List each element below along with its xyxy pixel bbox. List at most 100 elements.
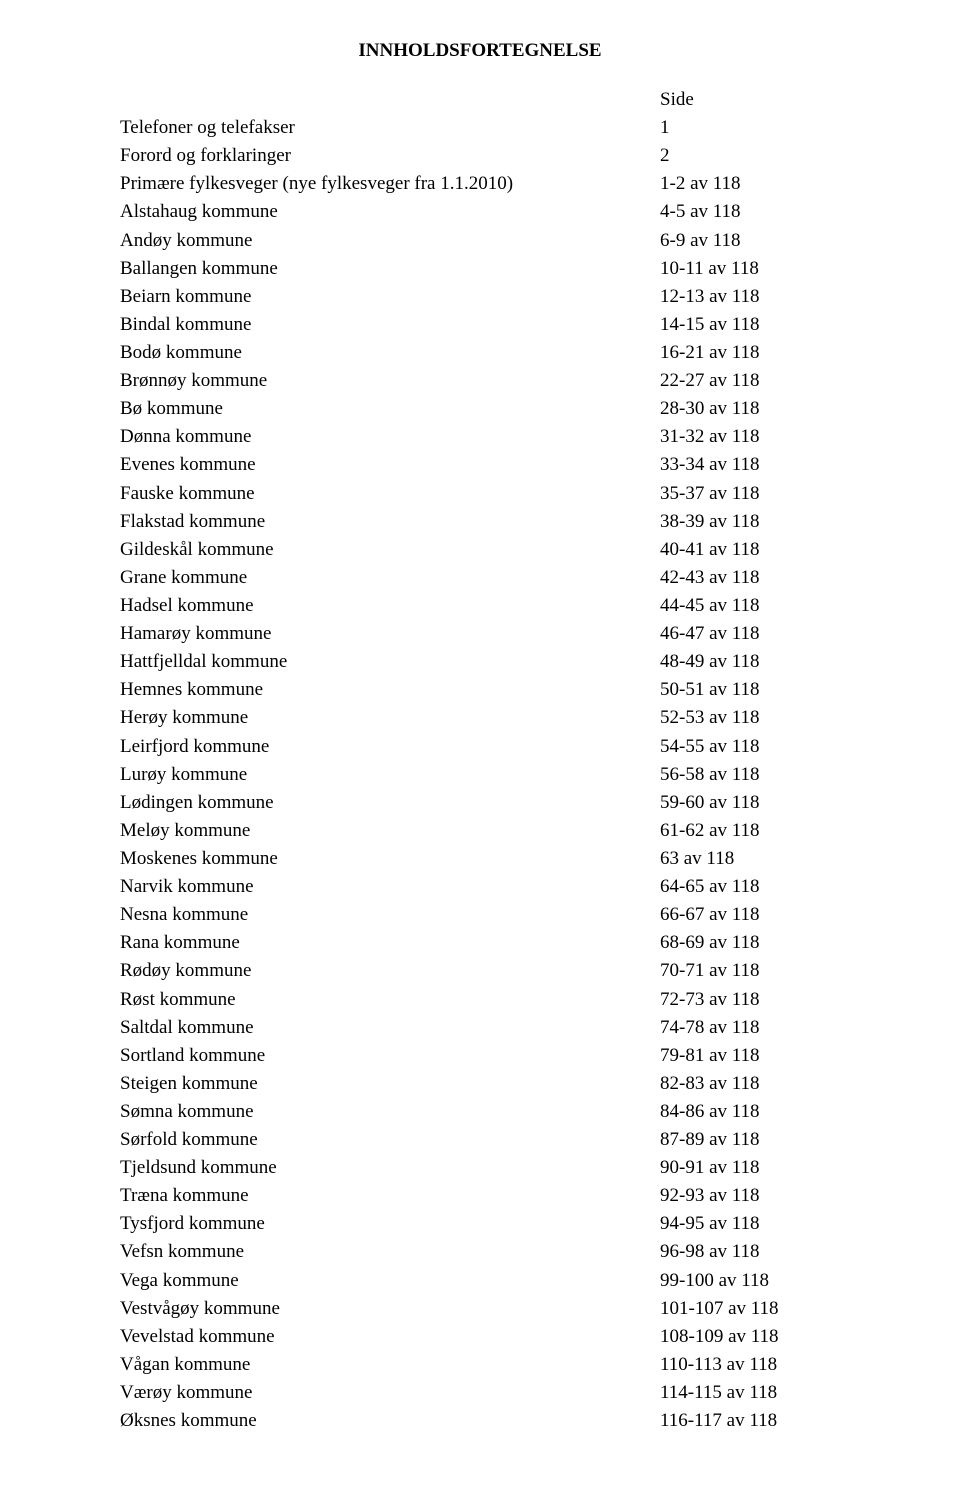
- toc-page: 114-115 av 118: [660, 1379, 840, 1407]
- toc-page: 82-83 av 118: [660, 1070, 840, 1098]
- toc-label: Narvik kommune: [120, 873, 660, 901]
- toc-row: Herøy kommune52-53 av 118: [120, 704, 840, 732]
- toc-page: 35-37 av 118: [660, 480, 840, 508]
- toc-label: Brønnøy kommune: [120, 367, 660, 395]
- toc-label: Bindal kommune: [120, 311, 660, 339]
- toc-label: Bodø kommune: [120, 339, 660, 367]
- toc-label: Leirfjord kommune: [120, 733, 660, 761]
- toc-label: Sømna kommune: [120, 1098, 660, 1126]
- toc-label: Hamarøy kommune: [120, 620, 660, 648]
- toc-page: 84-86 av 118: [660, 1098, 840, 1126]
- toc-label: Moskenes kommune: [120, 845, 660, 873]
- toc-label: Herøy kommune: [120, 704, 660, 732]
- toc-label: Vega kommune: [120, 1267, 660, 1295]
- toc-label: Saltdal kommune: [120, 1014, 660, 1042]
- toc-label: Hemnes kommune: [120, 676, 660, 704]
- toc-row: Vega kommune99-100 av 118: [120, 1267, 840, 1295]
- toc-page: 12-13 av 118: [660, 283, 840, 311]
- toc-label: Hadsel kommune: [120, 592, 660, 620]
- toc-page: 33-34 av 118: [660, 451, 840, 479]
- toc-page: 87-89 av 118: [660, 1126, 840, 1154]
- toc-label: Fauske kommune: [120, 480, 660, 508]
- toc-row: Flakstad kommune38-39 av 118: [120, 508, 840, 536]
- toc-row: Dønna kommune31-32 av 118: [120, 423, 840, 451]
- toc-row: Sørfold kommune87-89 av 118: [120, 1126, 840, 1154]
- toc-label: Vågan kommune: [120, 1351, 660, 1379]
- toc-label: Røst kommune: [120, 986, 660, 1014]
- toc-label: Træna kommune: [120, 1182, 660, 1210]
- toc-page: 92-93 av 118: [660, 1182, 840, 1210]
- toc-row: Narvik kommune64-65 av 118: [120, 873, 840, 901]
- toc-page: 28-30 av 118: [660, 395, 840, 423]
- toc-page: 38-39 av 118: [660, 508, 840, 536]
- toc-page: 40-41 av 118: [660, 536, 840, 564]
- toc-row: Sortland kommune79-81 av 118: [120, 1042, 840, 1070]
- toc-page: 16-21 av 118: [660, 339, 840, 367]
- toc-page: 63 av 118: [660, 845, 840, 873]
- toc-label: Telefoner og telefakser: [120, 114, 660, 142]
- toc-row: Vestvågøy kommune101-107 av 118: [120, 1295, 840, 1323]
- page-title: INNHOLDSFORTEGNELSE: [120, 40, 840, 62]
- toc-page: 94-95 av 118: [660, 1210, 840, 1238]
- toc-row: Moskenes kommune63 av 118: [120, 845, 840, 873]
- toc-page: 2: [660, 142, 840, 170]
- toc-row: Steigen kommune82-83 av 118: [120, 1070, 840, 1098]
- toc-row: Lødingen kommune59-60 av 118: [120, 789, 840, 817]
- toc-page: 50-51 av 118: [660, 676, 840, 704]
- toc-label: Lødingen kommune: [120, 789, 660, 817]
- toc-row: Andøy kommune6-9 av 118: [120, 227, 840, 255]
- toc-page: 31-32 av 118: [660, 423, 840, 451]
- toc-label: Bø kommune: [120, 395, 660, 423]
- toc-header-side: Side: [660, 86, 840, 114]
- toc-header-row: Side: [120, 86, 840, 114]
- toc-label: Hattfjelldal kommune: [120, 648, 660, 676]
- toc-page: 42-43 av 118: [660, 564, 840, 592]
- toc-page: 1: [660, 114, 840, 142]
- toc-page: 54-55 av 118: [660, 733, 840, 761]
- toc-row: Grane kommune42-43 av 118: [120, 564, 840, 592]
- toc-page: 1-2 av 118: [660, 170, 840, 198]
- toc-label: Sørfold kommune: [120, 1126, 660, 1154]
- toc-page: 66-67 av 118: [660, 901, 840, 929]
- toc-row: Primære fylkesveger (nye fylkesveger fra…: [120, 170, 840, 198]
- toc-page: 64-65 av 118: [660, 873, 840, 901]
- toc-row: Brønnøy kommune22-27 av 118: [120, 367, 840, 395]
- toc-page: 72-73 av 118: [660, 986, 840, 1014]
- toc-page: 68-69 av 118: [660, 929, 840, 957]
- toc-page: 46-47 av 118: [660, 620, 840, 648]
- toc-page: 22-27 av 118: [660, 367, 840, 395]
- toc-page: 110-113 av 118: [660, 1351, 840, 1379]
- toc-page: 79-81 av 118: [660, 1042, 840, 1070]
- toc-row: Træna kommune92-93 av 118: [120, 1182, 840, 1210]
- toc-label: Rødøy kommune: [120, 957, 660, 985]
- toc-label: Grane kommune: [120, 564, 660, 592]
- toc-row: Bodø kommune16-21 av 118: [120, 339, 840, 367]
- toc-row: Rana kommune68-69 av 118: [120, 929, 840, 957]
- toc-page: 4-5 av 118: [660, 198, 840, 226]
- toc-page: 90-91 av 118: [660, 1154, 840, 1182]
- toc-row: Sømna kommune84-86 av 118: [120, 1098, 840, 1126]
- toc-label: Vestvågøy kommune: [120, 1295, 660, 1323]
- toc-row: Bindal kommune14-15 av 118: [120, 311, 840, 339]
- toc-label: Andøy kommune: [120, 227, 660, 255]
- toc-label: Dønna kommune: [120, 423, 660, 451]
- toc-label: Nesna kommune: [120, 901, 660, 929]
- toc-row: Beiarn kommune12-13 av 118: [120, 283, 840, 311]
- toc-page: 96-98 av 118: [660, 1238, 840, 1266]
- toc-label: Gildeskål kommune: [120, 536, 660, 564]
- toc-row: Forord og forklaringer2: [120, 142, 840, 170]
- toc-row: Røst kommune72-73 av 118: [120, 986, 840, 1014]
- toc-label: Evenes kommune: [120, 451, 660, 479]
- toc-label: Vevelstad kommune: [120, 1323, 660, 1351]
- toc-row: Hadsel kommune44-45 av 118: [120, 592, 840, 620]
- toc-page: 6-9 av 118: [660, 227, 840, 255]
- toc-label: Lurøy kommune: [120, 761, 660, 789]
- toc-page: 48-49 av 118: [660, 648, 840, 676]
- toc-row: Gildeskål kommune40-41 av 118: [120, 536, 840, 564]
- toc-page: 44-45 av 118: [660, 592, 840, 620]
- toc-label: Ballangen kommune: [120, 255, 660, 283]
- toc-row: Lurøy kommune56-58 av 118: [120, 761, 840, 789]
- toc-row: Tysfjord kommune94-95 av 118: [120, 1210, 840, 1238]
- toc-row: Hattfjelldal kommune48-49 av 118: [120, 648, 840, 676]
- toc-page: 101-107 av 118: [660, 1295, 840, 1323]
